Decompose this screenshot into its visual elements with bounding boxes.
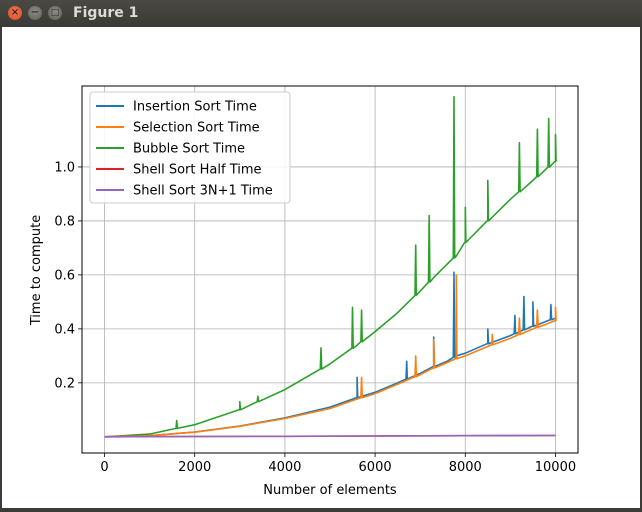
legend-box <box>89 91 291 204</box>
close-icon[interactable]: × <box>8 6 22 20</box>
x-tick-label: 0 <box>100 460 108 475</box>
legend-label: Bubble Sort Time <box>133 142 245 157</box>
series-line-shell-sort-3n-1-time <box>104 434 556 438</box>
legend-label: Selection Sort Time <box>133 121 260 136</box>
y-tick-label: 0.8 <box>54 214 75 229</box>
legend-label: Insertion Sort Time <box>133 100 257 115</box>
plot-frame <box>81 85 579 454</box>
x-tick-label: 8000 <box>449 460 482 475</box>
title-bar[interactable]: × − □ Figure 1 <box>0 0 642 27</box>
x-axis-ticks: 0 2000 4000 6000 8000 10000 <box>100 453 576 475</box>
series-line-selection-sort-time <box>104 274 557 438</box>
legend: Insertion Sort Time Selection Sort Time Bu… <box>89 91 291 204</box>
y-axis-label: Time to compute <box>29 215 44 326</box>
x-tick-label: 4000 <box>268 460 301 475</box>
series-line-insertion-sort-time <box>104 271 556 438</box>
maximize-icon[interactable]: □ <box>48 6 62 20</box>
series-lines <box>104 96 557 438</box>
figure-canvas: 0 2000 4000 6000 8000 10000 0.2 0.4 0.6 0.8 1.0 N… <box>2 27 640 508</box>
minimize-icon[interactable]: − <box>28 6 42 20</box>
y-tick-label: 0.2 <box>54 376 75 391</box>
window-title: Figure 1 <box>73 5 139 21</box>
legend-label: Shell Sort 3N+1 Time <box>133 184 273 199</box>
y-axis-ticks: 0.2 0.4 0.6 0.8 1.0 <box>54 160 82 391</box>
line-chart: 0 2000 4000 6000 8000 10000 0.2 0.4 0.6 0.8 1.0 N… <box>29 85 579 498</box>
x-tick-label: 2000 <box>178 460 211 475</box>
x-axis-label: Number of elements <box>263 483 397 498</box>
legend-label: Shell Sort Half Time <box>133 163 262 178</box>
x-tick-label: 10000 <box>535 460 576 475</box>
y-tick-label: 1.0 <box>54 160 75 175</box>
y-tick-label: 0.4 <box>54 322 75 337</box>
series-line-bubble-sort-time <box>104 96 557 438</box>
y-tick-label: 0.6 <box>54 268 75 283</box>
x-tick-label: 6000 <box>359 460 392 475</box>
